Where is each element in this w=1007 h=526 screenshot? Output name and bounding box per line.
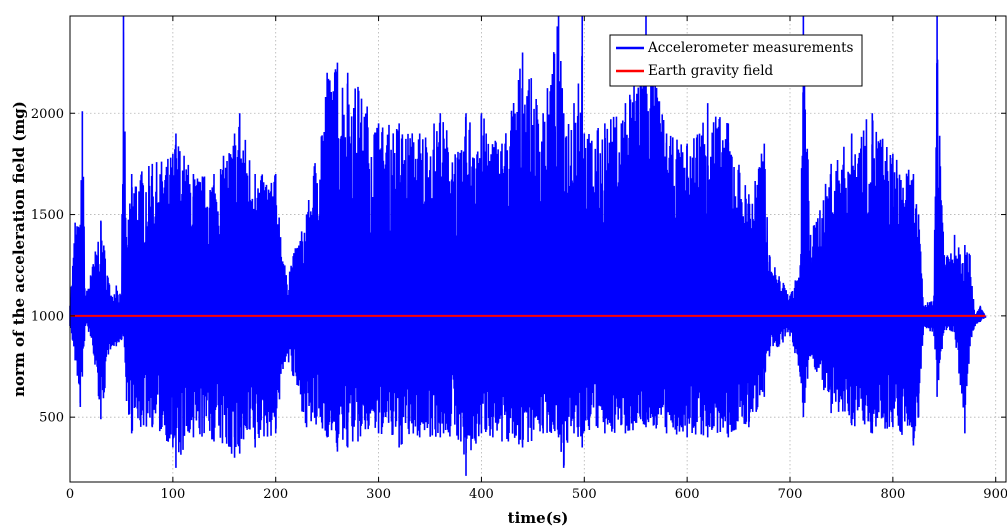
x-tick-label: 800 — [880, 487, 905, 502]
x-tick-label: 400 — [469, 487, 494, 502]
y-tick-label: 500 — [39, 411, 64, 426]
data-layer — [69, 16, 987, 476]
y-axis-label: norm of the acceleration field (mg) — [10, 101, 28, 397]
legend-label-gravity: Earth gravity field — [648, 63, 774, 79]
x-tick-label: 600 — [675, 487, 700, 502]
x-axis-label: time(s) — [508, 509, 569, 526]
x-tick-label: 300 — [366, 487, 391, 502]
y-tick-label: 1000 — [31, 309, 64, 324]
x-tick-label: 500 — [572, 487, 597, 502]
ticks: 0 100 200 300 400 500 600 700 800 900 500 1000 1500 2… — [31, 16, 1007, 502]
legend-label-accelerometer: Accelerometer measurements — [647, 40, 854, 56]
y-tick-label: 1500 — [31, 208, 64, 223]
legend-box — [609, 34, 863, 87]
x-tick-label: 700 — [778, 487, 803, 502]
x-tick-label: 200 — [263, 487, 288, 502]
x-tick-label: 900 — [983, 487, 1007, 502]
y-tick-label: 2000 — [31, 107, 64, 122]
plot-frame — [69, 15, 1007, 483]
legend: Accelerometer measurements Earth gravity… — [609, 34, 863, 87]
x-tick-label: 0 — [66, 487, 74, 502]
x-tick-label: 100 — [160, 487, 185, 502]
